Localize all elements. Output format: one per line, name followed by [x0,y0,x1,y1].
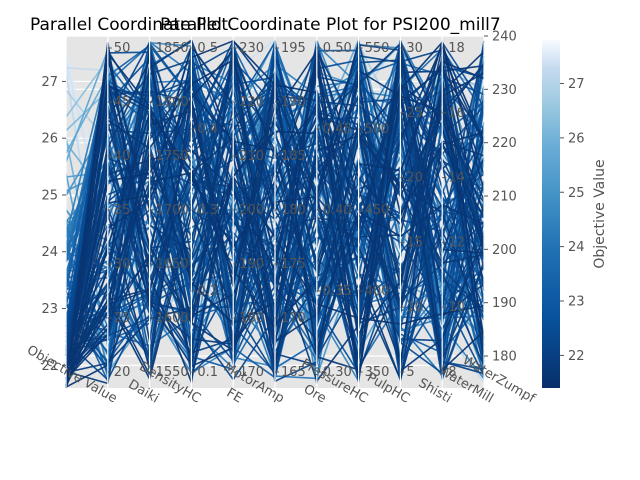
axis-tick-label: 15 [406,235,423,250]
axis-tick-label: 50 [114,41,131,56]
axis-tick-label: 30 [406,41,423,56]
axis-tick-label: 0.50 [323,41,352,56]
axis-tick-label: 0.3 [197,203,218,218]
axis-tick-label: 18 [448,41,465,56]
right-tick-label: 180 [492,350,517,365]
axis-tick-label: 500 [365,122,390,137]
axis-tick-label: 175 [281,257,306,272]
axis-tick-label: 220 [239,95,264,110]
left-tick-label: 24 [41,245,58,260]
chart-title: Parallel Coordinate Plot [30,15,228,35]
axis-tick-label: 0.30 [323,365,352,380]
axis-tick-label: 25 [114,311,131,326]
axis-tick-label: 1550 [156,365,189,380]
axis-tick-label: 16 [448,106,465,121]
chart-title-secondary: Parallel Coordinate Plot for PSI200_mill… [160,15,501,35]
vertical-axes [65,36,485,388]
axis-tick-label: 170 [239,365,264,380]
category-label: FE [224,386,245,407]
colorbar-label: Objective Value [592,159,608,268]
axis-tick-label: 230 [239,41,264,56]
axis-tick-label: 0.45 [323,122,352,137]
axis-tick-label: 20 [406,171,423,186]
right-tick-label: 200 [492,243,517,258]
left-tick-label: 25 [41,188,58,203]
colorbar-tick-label: 25 [568,186,585,201]
right-axis-ticks: 180 190 200 210 220 230 240 [484,30,517,365]
left-tick-label: 23 [41,302,58,317]
axis-tick-label: 1750 [156,149,189,164]
axis-tick-label: 12 [448,235,465,250]
axis-tick-label: 0.1 [197,365,218,380]
colorbar-tick-label: 23 [568,295,585,310]
axis-tick-label: 10 [448,300,465,315]
axis-tick-label: 0.4 [197,122,218,137]
axis-tick-label: 30 [114,257,131,272]
colorbar-tick-label: 22 [568,349,585,364]
axis-tick-label: 10 [406,300,423,315]
right-tick-label: 220 [492,136,517,151]
axis-tick-labels: 50 45 40 35 30 25 20 1850 1800 1750 1700 1650 1600 15… [107,41,465,380]
right-tick-label: 230 [492,83,517,98]
axis-tick-label: 350 [365,365,390,380]
axis-tick-label: 35 [114,203,131,218]
axis-tick-label: 170 [281,311,306,326]
right-tick-label: 240 [492,30,517,45]
colorbar-ticks: 22 23 24 25 26 27 [560,77,585,364]
colorbar [542,40,560,388]
axis-tick-label: 200 [239,203,264,218]
colorbar-tick-label: 27 [568,77,585,92]
axis-tick-label: 1800 [156,95,189,110]
axis-tick-label: 550 [365,41,390,56]
colorbar-tick-label: 26 [568,131,585,146]
axis-tick-label: 400 [365,284,390,299]
colorbar-tick-label: 24 [568,240,585,255]
axis-tick-label: 0.2 [197,284,218,299]
left-axis-ticks: 22 23 24 25 26 27 [41,75,66,374]
axis-tick-label: 25 [406,106,423,121]
left-tick-label: 22 [41,359,58,374]
axis-tick-label: 195 [281,41,306,56]
axis-tick-label: 1650 [156,257,189,272]
right-tick-label: 210 [492,190,517,205]
left-tick-label: 27 [41,75,58,90]
axis-tick-label: 5 [406,365,414,380]
axis-tick-label: 14 [448,171,465,186]
axis-tick-label: 180 [281,203,306,218]
axis-tick-label: 185 [281,149,306,164]
axis-tick-label: 0.40 [323,203,352,218]
axis-tick-label: 8 [448,365,456,380]
axis-tick-label: 40 [114,149,131,164]
axis-tick-label: 450 [365,203,390,218]
axis-tick-label: 0.5 [197,41,218,56]
right-tick-label: 190 [492,296,517,311]
axis-tick-label: 1850 [156,41,189,56]
axis-tick-label: 1600 [156,311,189,326]
axis-tick-label: 190 [239,257,264,272]
left-tick-label: 26 [41,132,58,147]
axis-tick-label: 165 [281,365,306,380]
axis-tick-label: 190 [281,95,306,110]
axis-tick-label: 180 [239,311,264,326]
axis-tick-label: 0.35 [323,284,352,299]
axis-tick-label: 45 [114,95,131,110]
axis-tick-label: 20 [114,365,131,380]
axis-tick-label: 1700 [156,203,189,218]
axis-tick-label: 210 [239,149,264,164]
